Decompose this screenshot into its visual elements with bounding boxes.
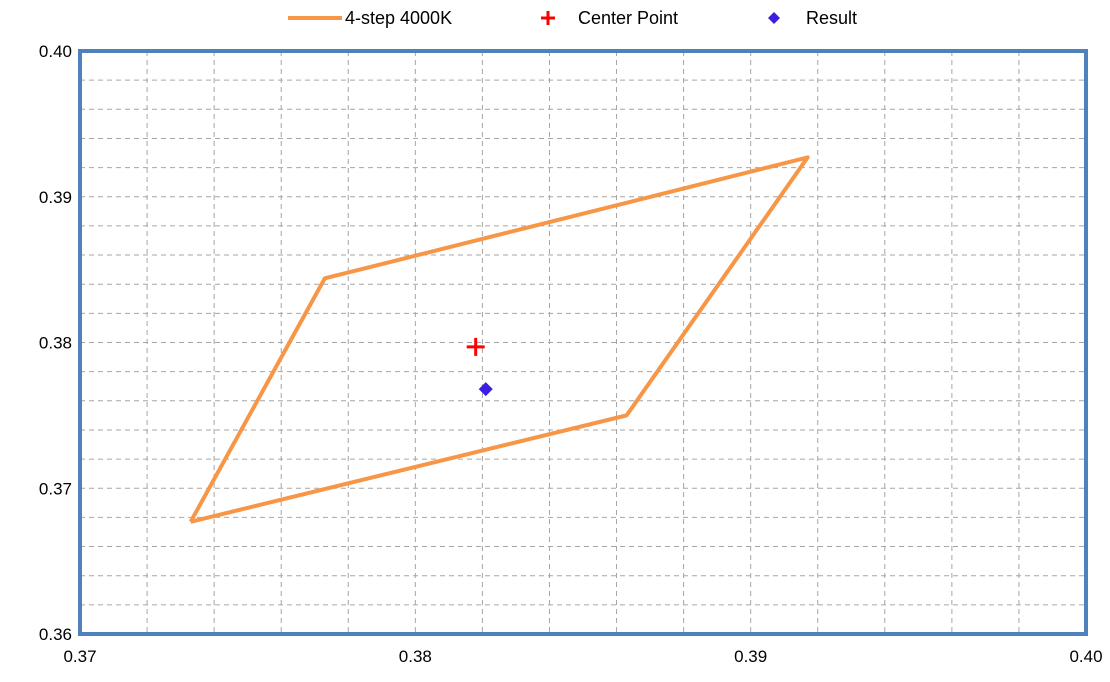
x-axis-tick-labels: 0.37 0.38 0.39 0.40 <box>63 647 1102 666</box>
x-tick-label: 0.40 <box>1069 647 1102 666</box>
y-tick-label: 0.39 <box>39 188 72 207</box>
legend-item: Center Point <box>541 8 678 28</box>
result-marker <box>478 382 493 397</box>
y-tick-label: 0.37 <box>39 479 72 498</box>
y-tick-label: 0.36 <box>39 625 72 644</box>
plot-area-border <box>78 49 1088 636</box>
legend-item: 4-step 4000K <box>288 8 452 28</box>
legend-label: Center Point <box>578 8 678 28</box>
legend: 4-step 4000K Center Point Result <box>288 8 857 28</box>
series-layer <box>188 155 810 524</box>
y-tick-label: 0.40 <box>39 42 72 61</box>
grid <box>80 51 1086 634</box>
legend-diamond-swatch <box>768 12 780 24</box>
center-point-marker <box>466 337 485 356</box>
x-tick-label: 0.38 <box>399 647 432 666</box>
legend-item: Result <box>768 8 857 28</box>
legend-label: 4-step 4000K <box>345 8 452 28</box>
x-tick-label: 0.37 <box>63 647 96 666</box>
series-line-4-step-4000k <box>188 155 810 524</box>
legend-label: Result <box>806 8 857 28</box>
y-axis-tick-labels: 0.36 0.37 0.38 0.39 0.40 <box>39 42 72 644</box>
x-tick-label: 0.39 <box>734 647 767 666</box>
y-tick-label: 0.38 <box>39 334 72 353</box>
legend-plus-swatch <box>541 11 555 25</box>
